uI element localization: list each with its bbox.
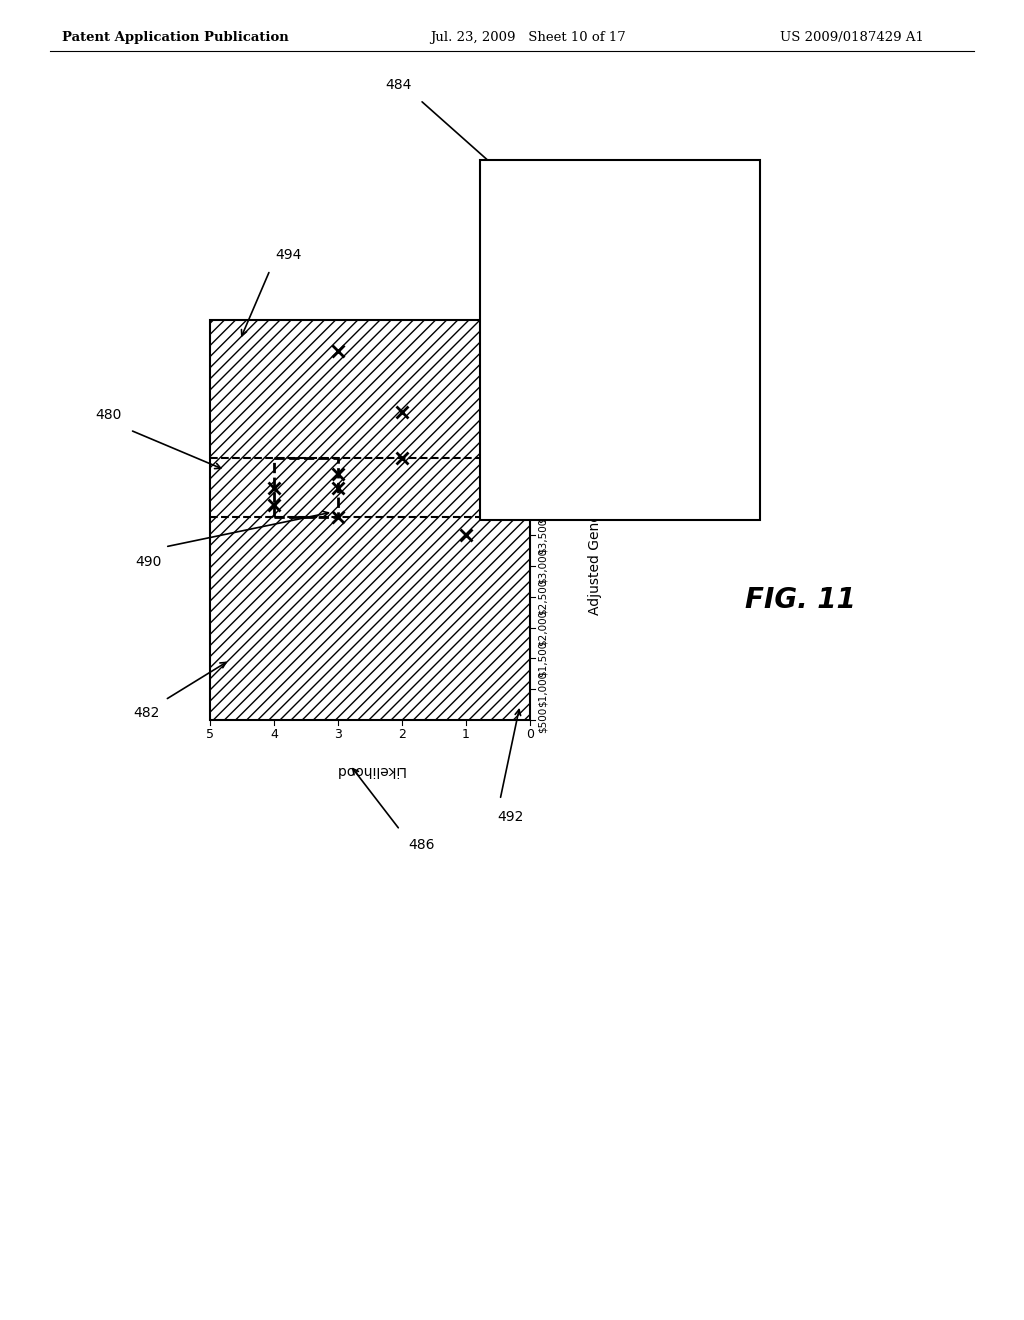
- Bar: [210, 319, 530, 719]
- Text: 1: 1: [462, 729, 470, 741]
- Text: 490: 490: [135, 554, 162, 569]
- Text: 484: 484: [386, 78, 412, 92]
- Text: 486: 486: [408, 838, 434, 851]
- Text: Patent Application Publication: Patent Application Publication: [62, 30, 289, 44]
- Text: Adjusted General Damages: Adjusted General Damages: [530, 170, 550, 470]
- Text: $4,500: $4,500: [538, 455, 548, 492]
- Text: 5: 5: [206, 729, 214, 741]
- Text: US 2009/0187429 A1: US 2009/0187429 A1: [780, 30, 924, 44]
- Text: 482: 482: [133, 706, 160, 719]
- Text: $3,500: $3,500: [538, 517, 548, 553]
- Text: 2: 2: [398, 729, 406, 741]
- Text: $1,500: $1,500: [538, 640, 548, 677]
- Text: 494: 494: [275, 248, 301, 261]
- Text: 4: 4: [270, 729, 278, 741]
- Text: 480: 480: [95, 408, 122, 422]
- Text: $5,000: $5,000: [538, 425, 548, 461]
- Text: $1,000: $1,000: [538, 671, 548, 708]
- Bar: [274, 458, 338, 517]
- Text: $7,000: $7,000: [538, 302, 548, 338]
- Text: $2,000: $2,000: [538, 610, 548, 645]
- Bar: [480, 160, 760, 520]
- Text: $2,500: $2,500: [538, 578, 548, 615]
- Text: Most Likely Range:: Most Likely Range:: [668, 259, 683, 401]
- Text: $500: $500: [538, 708, 548, 733]
- Text: 0: 0: [526, 729, 534, 741]
- Text: 492: 492: [497, 810, 523, 824]
- Text: $5,500: $5,500: [538, 395, 548, 430]
- Text: Adjusted General Damages: Adjusted General Damages: [588, 425, 602, 615]
- Text: Most Likely Amount:  $4,270.00: Most Likely Amount: $4,270.00: [612, 189, 628, 432]
- Text: Likelihood: Likelihood: [335, 763, 406, 777]
- Bar: [210, 319, 530, 719]
- Text: Jul. 23, 2009   Sheet 10 of 17: Jul. 23, 2009 Sheet 10 of 17: [430, 30, 626, 44]
- Text: $3,000: $3,000: [538, 548, 548, 585]
- Text: $6,500: $6,500: [538, 333, 548, 368]
- Text: 3: 3: [334, 729, 342, 741]
- Text: $6,000: $6,000: [538, 363, 548, 400]
- Text: $3,800.00 - $4,750.00: $3,800.00 - $4,750.00: [706, 251, 724, 409]
- Text: $4,000: $4,000: [538, 487, 548, 523]
- Text: FIG. 11: FIG. 11: [744, 586, 855, 614]
